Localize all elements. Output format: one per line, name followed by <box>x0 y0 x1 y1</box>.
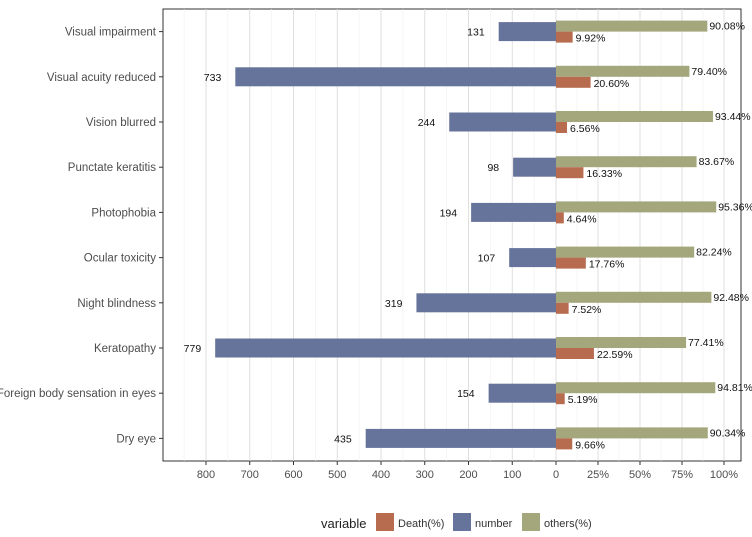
category-label-visual-impairment: Visual impairment <box>65 27 157 39</box>
bar-number-keratopathy <box>215 338 556 358</box>
category-label-ocular-toxicity: Ocular toxicity <box>84 253 156 265</box>
label-death-dry-eye: 9.66% <box>575 439 605 451</box>
bar-death-foreign-body-sensation-in-eyes <box>556 393 565 405</box>
bar-others-visual-impairment <box>556 20 708 32</box>
label-others-visual-impairment: 90.08% <box>709 21 745 33</box>
bar-others-photophobia <box>556 201 717 213</box>
category-label-photophobia: Photophobia <box>91 207 156 219</box>
label-others-night-blindness: 92.48% <box>713 292 749 304</box>
category-label-punctate-keratitis: Punctate keratitis <box>68 162 156 174</box>
label-number-ocular-toxicity: 107 <box>478 253 496 265</box>
bar-death-visual-acuity-reduced <box>556 76 591 88</box>
label-others-vision-blurred: 93.44% <box>715 111 751 123</box>
bar-death-night-blindness <box>556 302 569 314</box>
label-others-dry-eye: 90.34% <box>710 427 746 439</box>
label-number-punctate-keratitis: 98 <box>487 162 499 174</box>
bar-number-photophobia <box>471 202 556 222</box>
category-label-keratopathy: Keratopathy <box>94 343 156 355</box>
bar-death-punctate-keratitis <box>556 167 584 179</box>
label-death-foreign-body-sensation-in-eyes: 5.19% <box>568 394 598 406</box>
label-number-vision-blurred: 244 <box>418 117 436 129</box>
bar-number-foreign-body-sensation-in-eyes <box>488 383 556 403</box>
label-number-visual-impairment: 131 <box>467 27 485 39</box>
x-tick-label-pct-100: 100% <box>710 469 738 481</box>
bar-death-ocular-toxicity <box>556 257 586 269</box>
label-others-visual-acuity-reduced: 79.40% <box>691 66 727 78</box>
label-number-foreign-body-sensation-in-eyes: 154 <box>457 388 475 400</box>
legend-key-death <box>376 513 394 531</box>
x-tick-label-count-600: 600 <box>284 469 302 481</box>
bar-others-keratopathy <box>556 337 687 348</box>
label-death-night-blindness: 7.52% <box>572 304 602 316</box>
bar-number-night-blindness <box>416 293 556 313</box>
data-labels: 131 90.08% 9.92% 733 79.40% 20.60% 244 93.44% 6.… <box>184 21 752 452</box>
legend-key-others <box>522 513 540 531</box>
x-tick-label-count-0: 0 <box>553 469 559 481</box>
label-death-punctate-keratitis: 16.33% <box>586 168 622 180</box>
category-label-vision-blurred: Vision blurred <box>86 117 156 129</box>
x-axis: 800 700 600 500 400 300 200 100 0 25% 50% 75% 100% <box>197 461 738 481</box>
bar-others-night-blindness <box>556 291 712 303</box>
bar-death-vision-blurred <box>556 122 568 133</box>
bar-number-vision-blurred <box>449 112 556 132</box>
bar-death-dry-eye <box>556 438 573 450</box>
bar-others-dry-eye <box>556 427 708 439</box>
x-tick-label-pct-25: 25% <box>587 469 609 481</box>
label-others-punctate-keratitis: 83.67% <box>699 156 735 168</box>
category-label-visual-acuity-reduced: Visual acuity reduced <box>47 72 156 84</box>
label-others-foreign-body-sensation-in-eyes: 94.81% <box>717 382 752 394</box>
legend-title: variable <box>321 516 367 531</box>
category-label-foreign-body-sensation-in-eyes: Foreign body sensation in eyes <box>0 388 156 400</box>
label-death-vision-blurred: 6.56% <box>570 123 600 135</box>
bar-number-visual-impairment <box>498 22 556 42</box>
bar-death-visual-impairment <box>556 31 573 43</box>
label-number-night-blindness: 319 <box>385 298 403 310</box>
bar-others-foreign-body-sensation-in-eyes <box>556 382 716 394</box>
bar-others-punctate-keratitis <box>556 156 697 168</box>
label-others-photophobia: 95.36% <box>718 201 752 213</box>
label-others-ocular-toxicity: 82.24% <box>696 247 732 259</box>
label-others-keratopathy: 77.41% <box>688 337 724 349</box>
bar-number-visual-acuity-reduced <box>235 67 556 87</box>
legend-label-others: others(%) <box>544 518 592 530</box>
x-tick-label-count-700: 700 <box>241 469 259 481</box>
x-tick-label-count-200: 200 <box>459 469 477 481</box>
legend-label-number: number <box>475 518 513 530</box>
label-number-keratopathy: 779 <box>184 343 202 355</box>
legend: variable Death(%) number others(%) <box>321 513 592 531</box>
y-axis: Visual impairment Visual acuity reduced Vi… <box>0 27 163 445</box>
label-death-photophobia: 4.64% <box>567 213 597 225</box>
x-tick-label-count-800: 800 <box>197 469 215 481</box>
label-death-visual-impairment: 9.92% <box>576 33 606 45</box>
x-tick-label-count-100: 100 <box>503 469 521 481</box>
x-tick-label-count-400: 400 <box>372 469 390 481</box>
bar-others-ocular-toxicity <box>556 246 695 258</box>
label-number-photophobia: 194 <box>440 207 458 219</box>
legend-label-death: Death(%) <box>398 518 444 530</box>
bar-others-visual-acuity-reduced <box>556 65 690 77</box>
label-death-keratopathy: 22.59% <box>597 349 633 361</box>
label-number-dry-eye: 435 <box>334 433 352 445</box>
bar-number-punctate-keratitis <box>513 157 556 177</box>
bar-death-keratopathy <box>556 348 594 359</box>
bar-number-ocular-toxicity <box>509 248 556 268</box>
category-label-dry-eye: Dry eye <box>116 433 156 445</box>
x-tick-label-pct-75: 75% <box>671 469 693 481</box>
label-death-visual-acuity-reduced: 20.60% <box>594 78 630 90</box>
x-tick-label-count-500: 500 <box>328 469 346 481</box>
x-tick-label-count-300: 300 <box>416 469 434 481</box>
bar-others-vision-blurred <box>556 111 713 122</box>
x-tick-label-pct-50: 50% <box>629 469 651 481</box>
category-label-night-blindness: Night blindness <box>77 298 156 310</box>
label-death-ocular-toxicity: 17.76% <box>589 259 625 271</box>
legend-key-number <box>453 513 471 531</box>
label-number-visual-acuity-reduced: 733 <box>204 72 222 84</box>
bar-death-photophobia <box>556 212 564 224</box>
bars <box>215 20 717 450</box>
bar-number-dry-eye <box>365 428 556 448</box>
